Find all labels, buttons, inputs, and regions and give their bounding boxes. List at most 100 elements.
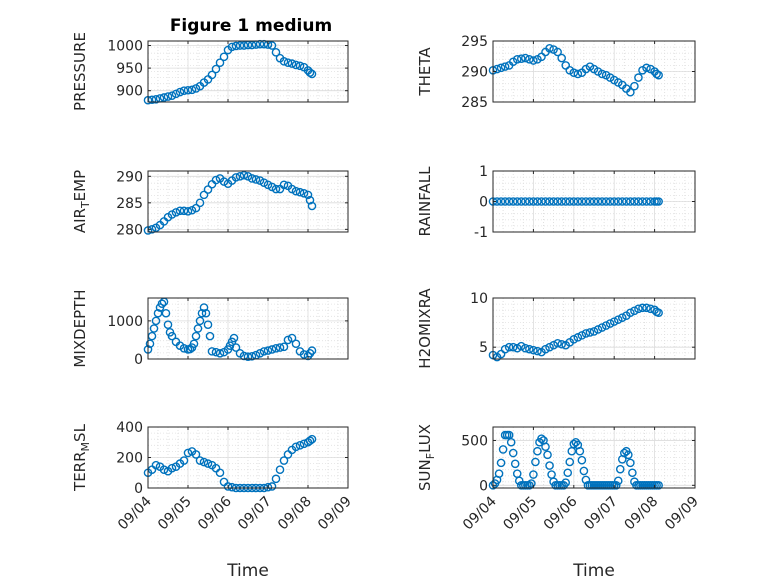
data-point bbox=[195, 198, 205, 208]
data-point bbox=[496, 458, 506, 468]
x-tick-label: 09/04 bbox=[460, 493, 500, 533]
data-point bbox=[510, 459, 520, 469]
data-point bbox=[179, 206, 189, 216]
data-point bbox=[215, 468, 225, 478]
data-point bbox=[601, 321, 611, 330]
data-point bbox=[179, 344, 189, 353]
x-tick-label: 09/05 bbox=[155, 494, 195, 534]
data-point bbox=[508, 448, 518, 458]
data-point bbox=[223, 482, 233, 491]
data-point bbox=[267, 41, 277, 50]
axes-box bbox=[147, 297, 349, 360]
data-point bbox=[569, 197, 579, 206]
data-point bbox=[229, 333, 239, 343]
data-point bbox=[533, 446, 542, 456]
data-point bbox=[638, 197, 647, 206]
data-point bbox=[189, 339, 199, 349]
data-point bbox=[565, 457, 575, 467]
data-point bbox=[545, 44, 554, 53]
data-point bbox=[307, 69, 317, 79]
data-point bbox=[581, 475, 591, 485]
data-point bbox=[201, 308, 211, 318]
data-point bbox=[303, 190, 313, 200]
subplot-7: 0 200 400 09/04 09/05 09/06 09/07 09/08 09/09 Tim… bbox=[71, 420, 355, 581]
y-tick-label: 295 bbox=[461, 34, 488, 50]
data-point bbox=[597, 69, 607, 79]
data-point bbox=[617, 313, 627, 322]
data-point bbox=[500, 197, 510, 206]
data-point bbox=[585, 197, 595, 206]
data-point bbox=[630, 197, 639, 206]
data-point bbox=[195, 316, 205, 326]
data-point bbox=[251, 175, 261, 184]
data-point bbox=[171, 208, 181, 217]
data-point bbox=[500, 344, 510, 354]
data-point bbox=[565, 197, 575, 206]
data-point bbox=[199, 303, 209, 312]
data-point bbox=[219, 52, 229, 62]
data-point bbox=[307, 434, 317, 444]
data-point bbox=[545, 342, 554, 352]
data-point bbox=[193, 324, 203, 333]
data-point bbox=[609, 317, 619, 326]
x-axis-label: Time bbox=[226, 561, 269, 581]
data-point bbox=[529, 197, 538, 206]
data-point bbox=[207, 347, 217, 356]
x-tick-label: 09/05 bbox=[500, 494, 540, 534]
y-tick-label: 500 bbox=[461, 433, 488, 449]
data-point bbox=[605, 319, 615, 328]
data-point bbox=[620, 448, 629, 458]
data-point bbox=[500, 62, 510, 71]
data-point bbox=[175, 87, 185, 97]
y-tick-label: 200 bbox=[116, 451, 143, 467]
data-point bbox=[573, 69, 583, 79]
data-point bbox=[630, 306, 639, 316]
data-point bbox=[275, 465, 285, 475]
data-point bbox=[161, 308, 171, 318]
data-point bbox=[271, 344, 281, 353]
data-point bbox=[271, 47, 281, 57]
data-point bbox=[235, 41, 245, 50]
data-point bbox=[545, 197, 554, 206]
data-point bbox=[271, 474, 281, 484]
data-point bbox=[175, 206, 185, 216]
data-point bbox=[167, 331, 177, 341]
data-point bbox=[504, 342, 514, 352]
data-point bbox=[211, 347, 221, 357]
data-point bbox=[159, 465, 169, 475]
data-point bbox=[521, 197, 530, 206]
data-point bbox=[573, 197, 583, 206]
data-point bbox=[573, 333, 583, 342]
data-point bbox=[255, 348, 265, 358]
data-point bbox=[557, 339, 566, 349]
data-point bbox=[581, 329, 591, 338]
data-point bbox=[613, 476, 623, 486]
y-tick-label: 10 bbox=[470, 291, 488, 307]
data-point bbox=[529, 470, 538, 479]
data-point bbox=[654, 308, 663, 318]
data-point bbox=[549, 340, 558, 350]
data-point bbox=[537, 434, 546, 443]
data-point bbox=[159, 93, 169, 102]
y-tick-label: 285 bbox=[461, 95, 488, 111]
axes-box bbox=[147, 170, 349, 233]
data-point bbox=[195, 456, 205, 465]
data-point bbox=[508, 342, 518, 352]
data-point bbox=[163, 320, 173, 329]
y-tick-label: -1 bbox=[474, 225, 488, 241]
data-point bbox=[295, 61, 305, 71]
data-point bbox=[525, 55, 534, 64]
x-tick-label: 09/04 bbox=[115, 493, 155, 533]
data-point bbox=[498, 445, 508, 454]
y-tick-label: 0 bbox=[479, 195, 488, 211]
data-point bbox=[191, 450, 201, 459]
data-point bbox=[605, 197, 615, 206]
data-point bbox=[279, 456, 289, 465]
y-tick-label: 0 bbox=[134, 352, 143, 368]
data-point bbox=[553, 197, 562, 206]
data-point bbox=[634, 304, 643, 314]
data-point bbox=[279, 57, 289, 66]
data-point bbox=[529, 56, 538, 65]
data-point bbox=[287, 59, 297, 68]
data-point bbox=[183, 85, 193, 95]
